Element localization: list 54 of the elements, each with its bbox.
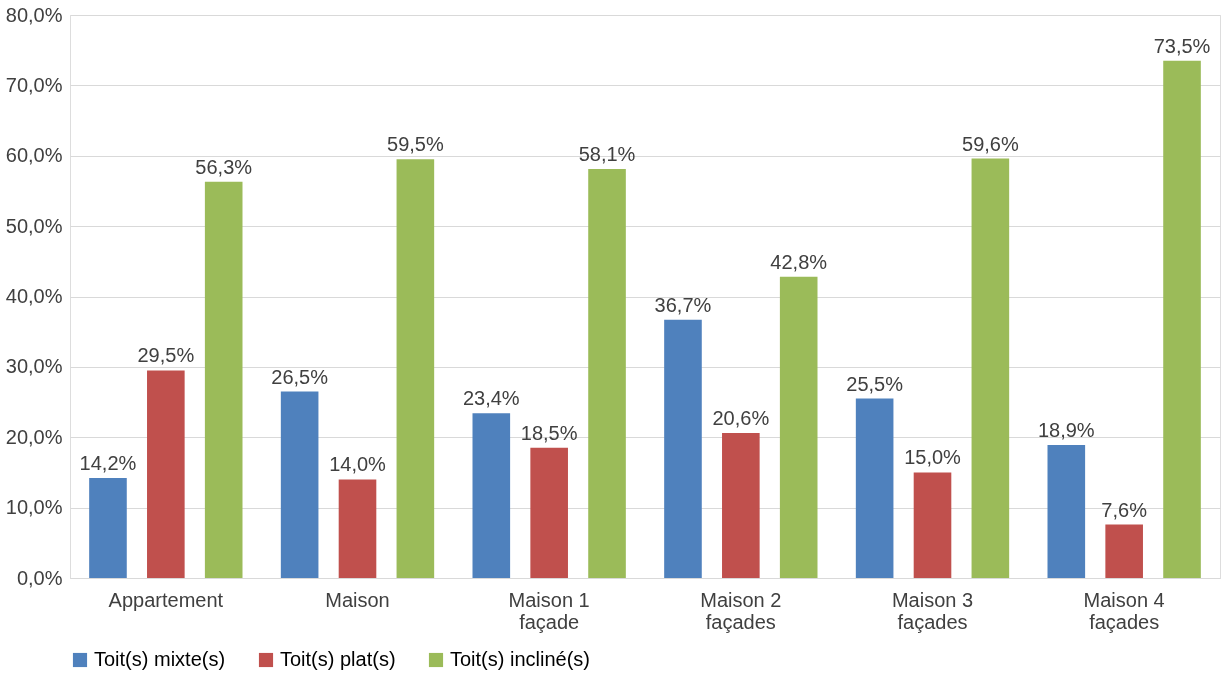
data-label: 56,3%	[195, 155, 253, 178]
bar	[588, 169, 626, 578]
bar	[338, 479, 377, 578]
data-label: 42,8%	[770, 250, 828, 273]
y-tick-label: 20,0%	[5, 425, 63, 448]
data-label: 25,5%	[846, 372, 904, 395]
data-label: 14,0%	[329, 453, 387, 476]
bar	[472, 413, 511, 578]
bar	[147, 370, 185, 578]
data-label: 59,5%	[387, 133, 444, 156]
x-tick-label: Maison 1 façade	[508, 588, 590, 633]
data-label: 23,4%	[462, 387, 520, 410]
data-label: 58,1%	[578, 143, 636, 166]
data-label: 29,5%	[137, 344, 195, 367]
y-tick-label: 60,0%	[5, 144, 63, 167]
bar	[280, 391, 319, 578]
bar	[971, 158, 1010, 578]
bar	[1105, 524, 1143, 578]
bar	[204, 181, 243, 578]
bar	[1047, 444, 1086, 578]
bar	[855, 398, 894, 578]
y-tick-label: 30,0%	[5, 355, 63, 378]
x-tick-label: Maison 4 façades	[1083, 588, 1165, 633]
bar	[396, 159, 435, 578]
legend-label: Toit(s) incliné(s)	[450, 648, 591, 670]
y-tick-label: 40,0%	[5, 285, 63, 307]
bar	[722, 433, 760, 578]
data-label: 36,7%	[654, 293, 712, 316]
legend-label: Toit(s) plat(s)	[280, 648, 396, 670]
data-label: 18,5%	[520, 421, 578, 444]
bar	[530, 447, 568, 578]
data-label: 20,6%	[712, 407, 770, 430]
bar	[1163, 60, 1201, 578]
data-label: 15,0%	[904, 446, 962, 469]
x-tick-label: Maison 2 façades	[700, 588, 782, 633]
data-label: 59,6%	[962, 132, 1019, 155]
data-label: 7,6%	[1101, 498, 1148, 521]
x-tick-label: Appartement	[108, 588, 224, 611]
bar	[89, 478, 127, 578]
y-tick-label: 10,0%	[5, 496, 63, 519]
x-tick-label: Maison 3 façades	[891, 588, 974, 633]
y-tick-label: 80,0%	[5, 3, 63, 26]
y-tick-label: 0,0%	[16, 566, 63, 589]
y-tick-label: 70,0%	[5, 73, 63, 96]
data-label: 26,5%	[271, 365, 329, 388]
y-tick-label: 50,0%	[5, 214, 63, 237]
bar	[779, 276, 818, 578]
data-label: 18,9%	[1037, 418, 1095, 441]
data-label: 73,5%	[1153, 34, 1211, 57]
bar	[664, 319, 702, 578]
x-tick-label: Maison	[325, 588, 390, 611]
data-label: 14,2%	[79, 452, 137, 475]
legend-label: Toit(s) mixte(s)	[94, 648, 226, 670]
bar	[913, 472, 952, 578]
